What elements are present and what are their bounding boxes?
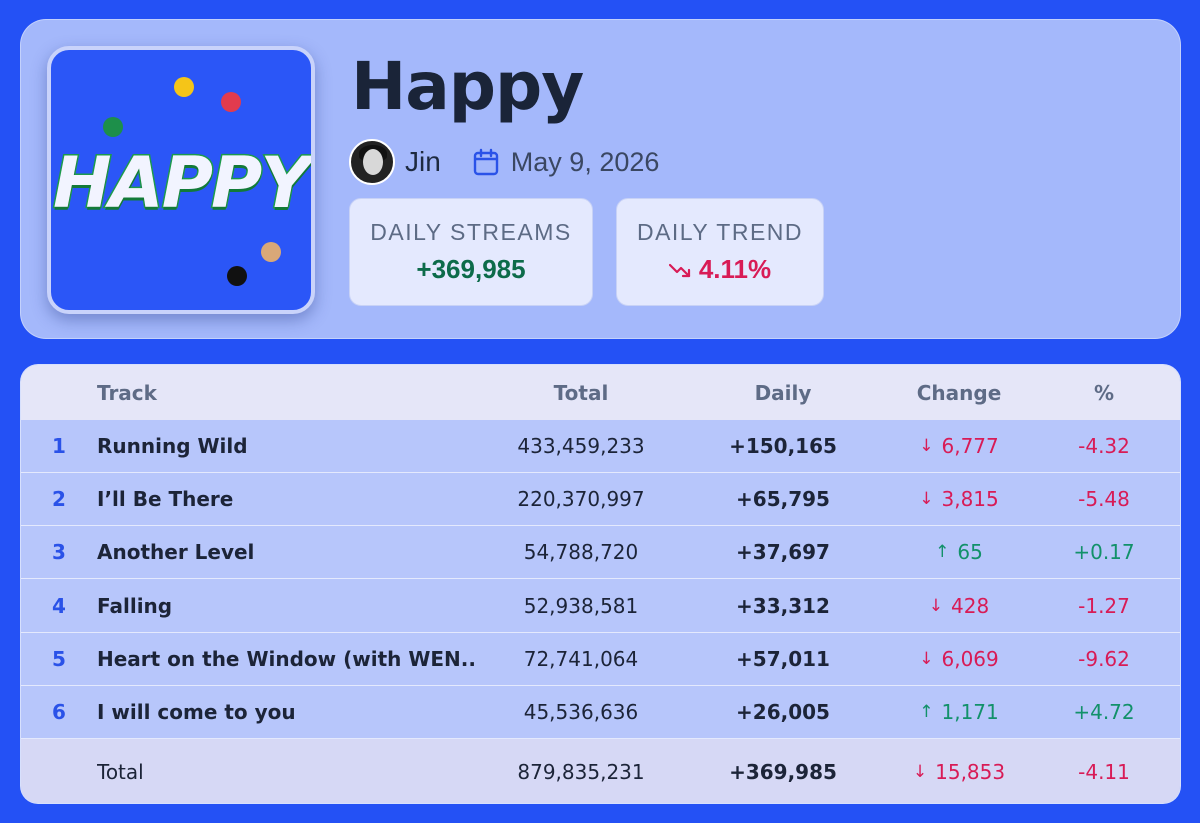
arrow-down-icon: ↓ bbox=[919, 648, 934, 669]
daily-streams-value: +369,985 bbox=[416, 254, 526, 284]
table-total-row: Total 879,835,231 +369,985 ↓ 15,853 -4.1… bbox=[21, 739, 1180, 803]
table-row[interactable]: 5 Heart on the Window (with WEN... 72,741,… bbox=[21, 633, 1180, 686]
track-change-value: 3,815 bbox=[941, 487, 999, 512]
track-change-value: 1,171 bbox=[941, 700, 999, 724]
total-change: ↓ 15,853 bbox=[869, 739, 1049, 803]
total-pct: -4.11 bbox=[1078, 760, 1130, 784]
total-daily: +369,985 bbox=[729, 760, 837, 784]
release-date: May 9, 2026 bbox=[510, 146, 660, 177]
track-rank: 3 bbox=[52, 540, 66, 565]
track-rank: 2 bbox=[52, 487, 66, 512]
arrow-down-icon: ↓ bbox=[912, 762, 928, 782]
header-track[interactable]: Track bbox=[97, 380, 157, 405]
yellow-dot bbox=[174, 77, 194, 97]
track-change: ↑ 1,171 bbox=[869, 686, 1049, 738]
artist-name[interactable]: Jin bbox=[405, 146, 441, 177]
black-dot bbox=[227, 266, 247, 286]
table-row[interactable]: 4 Falling 52,938,581 +33,312 ↓ 428 -1.27 bbox=[21, 580, 1180, 633]
calendar-icon bbox=[473, 148, 499, 176]
track-change: ↓ 6,777 bbox=[869, 420, 1049, 472]
track-total: 433,459,233 bbox=[517, 434, 645, 458]
track-rank: 1 bbox=[52, 434, 66, 458]
header-change[interactable]: Change bbox=[916, 380, 1002, 405]
track-title[interactable]: I’ll Be There bbox=[97, 487, 234, 512]
header-pct[interactable]: % bbox=[1093, 380, 1115, 405]
album-title: Happy bbox=[351, 48, 584, 125]
arrow-up-icon: ↑ bbox=[935, 542, 950, 563]
track-total: 72,741,064 bbox=[523, 646, 639, 671]
track-change: ↓ 3,815 bbox=[869, 473, 1049, 525]
header-total[interactable]: Total bbox=[553, 380, 609, 405]
arrow-up-icon: ↑ bbox=[919, 702, 934, 722]
track-change-value: 65 bbox=[957, 540, 983, 565]
track-total: 220,370,997 bbox=[517, 487, 645, 512]
track-pct: -9.62 bbox=[1078, 646, 1130, 671]
album-cover[interactable]: HAPPY bbox=[47, 46, 315, 314]
track-change: ↑ 65 bbox=[869, 526, 1049, 578]
table-row[interactable]: 3 Another Level 54,788,720 +37,697 ↑ 65 +0.17 bbox=[21, 526, 1180, 580]
tan-dot bbox=[261, 242, 281, 262]
total-change-value: 15,853 bbox=[935, 760, 1006, 784]
track-daily: +57,011 bbox=[736, 646, 830, 671]
album-meta: Jin May 9, 2026 bbox=[349, 138, 659, 186]
daily-trend-label: DAILY TREND bbox=[636, 219, 804, 245]
daily-trend-box: DAILY TREND 4.11% bbox=[616, 198, 824, 306]
track-change-value: 428 bbox=[951, 593, 990, 618]
track-total: 54,788,720 bbox=[523, 540, 639, 565]
green-dot bbox=[103, 117, 123, 137]
track-change-value: 6,069 bbox=[941, 646, 999, 671]
track-change-value: 6,777 bbox=[941, 434, 999, 458]
table-row[interactable]: 1 Running Wild 433,459,233 +150,165 ↓ 6,777 -4… bbox=[21, 420, 1180, 473]
track-rank: 5 bbox=[52, 646, 66, 671]
daily-streams-label: DAILY STREAMS bbox=[370, 219, 572, 245]
track-change: ↓ 428 bbox=[869, 580, 1049, 632]
artist-avatar[interactable] bbox=[349, 139, 395, 185]
track-daily: +37,697 bbox=[736, 540, 830, 565]
track-title[interactable]: Falling bbox=[97, 593, 173, 618]
track-total: 45,536,636 bbox=[523, 700, 639, 724]
track-total: 52,938,581 bbox=[523, 593, 639, 618]
header-daily[interactable]: Daily bbox=[754, 380, 812, 405]
track-title[interactable]: Running Wild bbox=[97, 434, 248, 458]
tracks-table: Track Total Daily Change % 1 Running Wild… bbox=[20, 364, 1181, 804]
track-rank: 4 bbox=[52, 593, 66, 618]
table-row[interactable]: 6 I will come to you 45,536,636 +26,005 ↑ 1,1… bbox=[21, 686, 1180, 739]
daily-trend-value: 4.11% bbox=[698, 254, 772, 284]
album-header-card: HAPPY Happy Jin May 9, 2026 DAILY STREAM… bbox=[20, 19, 1181, 339]
arrow-down-icon: ↓ bbox=[919, 436, 934, 456]
track-daily: +65,795 bbox=[736, 487, 830, 512]
total-label: Total bbox=[97, 760, 144, 784]
track-title[interactable]: Heart on the Window (with WEN... bbox=[97, 646, 477, 671]
track-daily: +26,005 bbox=[736, 700, 830, 724]
arrow-down-icon: ↓ bbox=[928, 595, 944, 616]
track-pct: +4.72 bbox=[1073, 700, 1135, 724]
track-pct: -5.48 bbox=[1078, 487, 1130, 512]
track-title[interactable]: I will come to you bbox=[97, 700, 296, 724]
daily-streams-box: DAILY STREAMS +369,985 bbox=[349, 198, 593, 306]
header-rank bbox=[47, 365, 71, 420]
track-rank: 6 bbox=[52, 700, 66, 724]
track-pct: -4.32 bbox=[1078, 434, 1130, 458]
track-daily: +33,312 bbox=[736, 593, 830, 618]
track-change: ↓ 6,069 bbox=[869, 633, 1049, 685]
trend-down-icon bbox=[668, 254, 691, 285]
track-daily: +150,165 bbox=[729, 434, 837, 458]
total-total: 879,835,231 bbox=[517, 760, 645, 784]
table-header-row: Track Total Daily Change % bbox=[21, 365, 1180, 420]
track-pct: -1.27 bbox=[1078, 593, 1130, 618]
table-row[interactable]: 2 I’ll Be There 220,370,997 +65,795 ↓ 3,815 -5… bbox=[21, 473, 1180, 527]
red-dot bbox=[221, 92, 241, 112]
cover-title-text: HAPPY bbox=[51, 141, 311, 226]
track-pct: +0.17 bbox=[1073, 540, 1135, 565]
track-title[interactable]: Another Level bbox=[97, 540, 255, 565]
arrow-down-icon: ↓ bbox=[919, 489, 934, 510]
